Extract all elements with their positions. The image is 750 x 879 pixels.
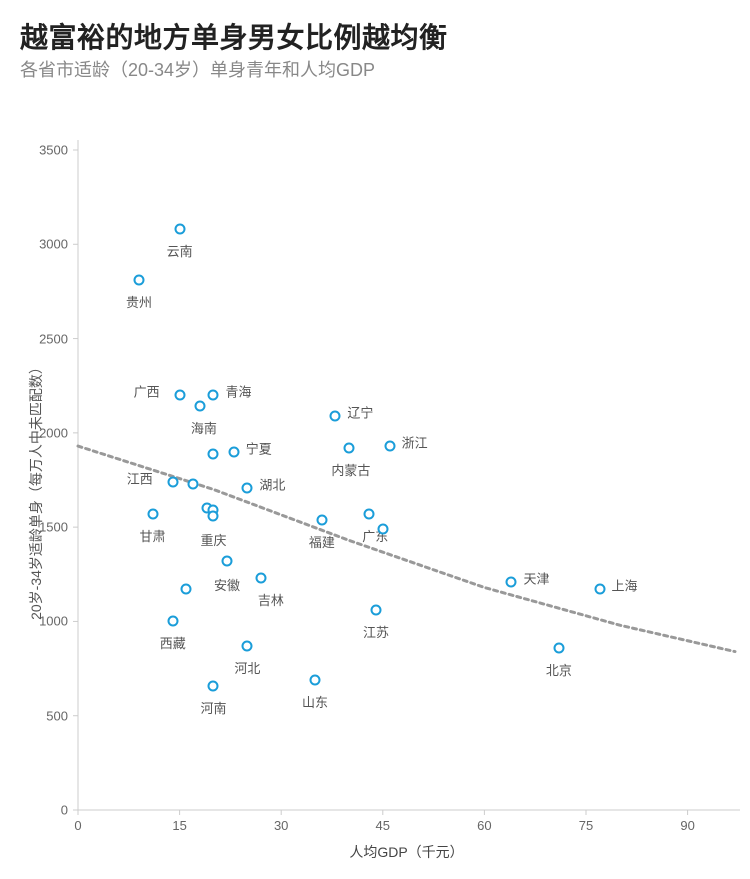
data-point-label: 云南 bbox=[167, 241, 193, 260]
data-point bbox=[167, 616, 178, 627]
data-point bbox=[133, 275, 144, 286]
data-point-label: 海南 bbox=[191, 418, 217, 437]
data-point bbox=[174, 390, 185, 401]
data-point-label: 青海 bbox=[225, 382, 251, 401]
axes-svg bbox=[0, 110, 750, 870]
data-point bbox=[594, 584, 605, 595]
data-point-label: 安徽 bbox=[214, 575, 240, 594]
data-point-label: 辽宁 bbox=[347, 402, 373, 421]
data-point-label: 湖北 bbox=[259, 474, 285, 493]
data-point-label: 江苏 bbox=[363, 622, 389, 641]
data-point-label: 重庆 bbox=[200, 530, 226, 549]
data-point bbox=[242, 640, 253, 651]
data-point bbox=[384, 441, 395, 452]
x-axis-label: 人均GDP（千元） bbox=[349, 842, 463, 862]
chart-subtitle: 各省市适龄（20-34岁）单身青年和人均GDP bbox=[20, 56, 375, 82]
data-point bbox=[364, 508, 375, 519]
data-point bbox=[553, 642, 564, 653]
data-point-label: 北京 bbox=[546, 660, 572, 679]
data-point bbox=[310, 674, 321, 685]
y-axis-label: 20岁-34岁适龄单身（每万人中未匹配数） bbox=[26, 350, 46, 630]
data-point bbox=[194, 401, 205, 412]
data-point-label: 山东 bbox=[302, 692, 328, 711]
data-point bbox=[242, 482, 253, 493]
data-point bbox=[188, 478, 199, 489]
data-point bbox=[330, 410, 341, 421]
data-point-label: 内蒙古 bbox=[331, 460, 370, 479]
scatter-plot: 0500100015002000250030003500015304560759… bbox=[0, 110, 750, 870]
data-point bbox=[208, 680, 219, 691]
data-point-label: 广西 bbox=[134, 382, 160, 401]
data-point bbox=[222, 556, 233, 567]
data-point bbox=[255, 573, 266, 584]
data-point-label: 西藏 bbox=[160, 633, 186, 652]
chart-container: 越富裕的地方单身男女比例越均衡 各省市适龄（20-34岁）单身青年和人均GDP … bbox=[0, 0, 750, 879]
data-point bbox=[343, 442, 354, 453]
chart-title: 越富裕的地方单身男女比例越均衡 bbox=[20, 16, 448, 56]
data-point bbox=[316, 514, 327, 525]
data-point-label: 浙江 bbox=[402, 433, 428, 452]
data-point-label: 天津 bbox=[523, 568, 549, 587]
data-point bbox=[174, 224, 185, 235]
data-point bbox=[228, 446, 239, 457]
data-point bbox=[181, 584, 192, 595]
data-point-label: 宁夏 bbox=[246, 438, 272, 457]
data-point bbox=[167, 476, 178, 487]
data-point-label: 江西 bbox=[127, 468, 153, 487]
data-point bbox=[208, 390, 219, 401]
data-point-label: 上海 bbox=[612, 576, 638, 595]
data-point bbox=[371, 605, 382, 616]
data-point-label: 河北 bbox=[234, 658, 260, 677]
data-point-label: 甘肃 bbox=[139, 526, 165, 545]
data-point bbox=[377, 524, 388, 535]
data-point-label: 河南 bbox=[200, 698, 226, 717]
data-point bbox=[147, 508, 158, 519]
data-point bbox=[506, 576, 517, 587]
data-point-label: 贵州 bbox=[126, 292, 152, 311]
data-point-label: 吉林 bbox=[258, 590, 284, 609]
data-point bbox=[208, 510, 219, 521]
data-point-label: 福建 bbox=[309, 532, 335, 551]
data-point bbox=[208, 448, 219, 459]
